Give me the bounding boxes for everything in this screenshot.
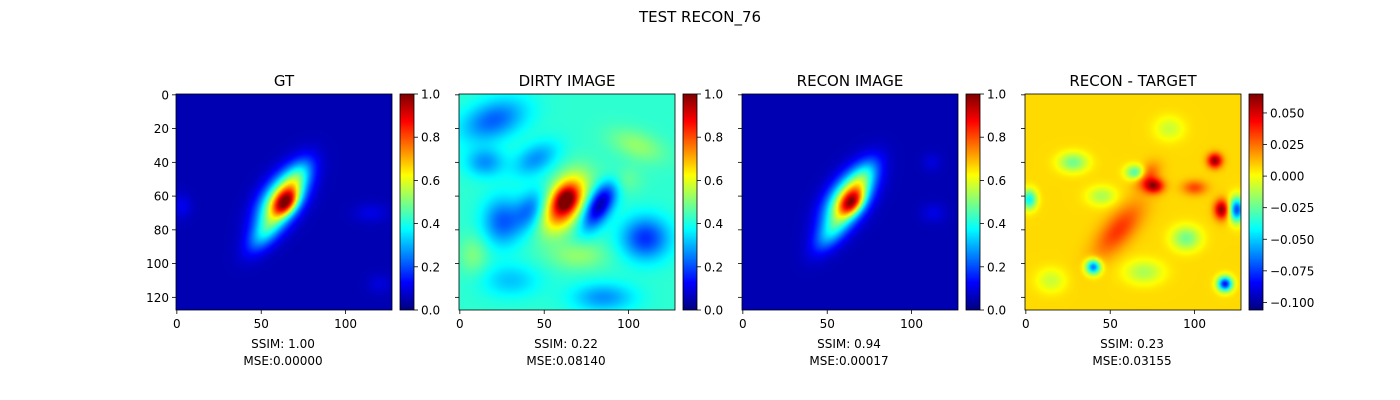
panel-2: DIRTY IMAGE 0 50 100 0.0 0.2 0.4 0.6 0.8 1.0 SSIM:… <box>455 72 723 368</box>
panel-title: RECON IMAGE <box>797 72 904 90</box>
colorbar-frame <box>965 93 981 311</box>
mse-caption: MSE:0.08140 <box>526 354 605 368</box>
y-tick-label: 0 <box>161 88 169 102</box>
axes-frame <box>458 93 676 311</box>
colorbar-tick-label: −0.025 <box>1270 201 1314 215</box>
x-tick-label: 100 <box>617 317 640 331</box>
ssim-caption: SSIM: 0.94 <box>817 337 881 351</box>
x-tick-label: 100 <box>900 317 923 331</box>
colorbar-tick-label: 0.8 <box>987 131 1006 145</box>
x-tick-label: 0 <box>1022 317 1030 331</box>
colorbar-tick-label: 1.0 <box>704 88 723 102</box>
colorbar-tick-label: 0.2 <box>987 260 1006 274</box>
panel-4: RECON - TARGET 0 50 100 0.050 0.025 0.000 −0.02… <box>1021 72 1314 368</box>
figure-suptitle: TEST RECON_76 <box>638 8 761 27</box>
mse-caption: MSE:0.00017 <box>809 354 888 368</box>
axes-frame <box>741 93 959 311</box>
colorbar-tick-label: 0.2 <box>421 260 440 274</box>
mse-caption: MSE:0.00000 <box>243 354 322 368</box>
colorbar <box>966 94 980 310</box>
ssim-caption: SSIM: 1.00 <box>251 337 315 351</box>
colorbar-tick-label: 1.0 <box>421 88 440 102</box>
colorbar-tick-label: −0.050 <box>1270 233 1314 247</box>
colorbar <box>683 94 697 310</box>
colorbar-tick-label: 1.0 <box>987 88 1006 102</box>
colorbar-tick-label: 0.0 <box>421 304 440 318</box>
y-tick-label: 80 <box>154 223 169 237</box>
heatmap-image <box>459 94 675 310</box>
heatmap-image <box>742 94 958 310</box>
colorbar-tick-label: 0.2 <box>704 260 723 274</box>
x-tick-label: 100 <box>1183 317 1206 331</box>
panel-3: RECON IMAGE 0 50 100 0.0 0.2 0.4 0.6 0.8 1.0 SSIM:… <box>738 72 1006 368</box>
mse-caption: MSE:0.03155 <box>1092 354 1171 368</box>
heatmap-image <box>1025 94 1241 310</box>
colorbar-tick-label: 0.6 <box>987 174 1006 188</box>
colorbar-tick-label: 0.4 <box>704 217 723 231</box>
colorbar <box>1249 94 1263 310</box>
colorbar-tick-label: 0.6 <box>704 174 723 188</box>
x-tick-label: 50 <box>254 317 269 331</box>
x-tick-label: 0 <box>173 317 181 331</box>
colorbar-frame <box>1248 93 1264 311</box>
y-tick-label: 100 <box>146 257 169 271</box>
colorbar <box>400 94 414 310</box>
x-tick-label: 50 <box>537 317 552 331</box>
colorbar-frame <box>682 93 698 311</box>
colorbar-tick-label: 0.0 <box>704 304 723 318</box>
colorbar-tick-label: 0.0 <box>987 304 1006 318</box>
panel-title: RECON - TARGET <box>1069 72 1197 90</box>
colorbar-tick-label: 0.4 <box>987 217 1006 231</box>
y-tick-label: 40 <box>154 156 169 170</box>
colorbar-tick-label: 0.4 <box>421 217 440 231</box>
x-tick-label: 0 <box>739 317 747 331</box>
colorbar-tick-label: 0.6 <box>421 174 440 188</box>
panel-title: DIRTY IMAGE <box>519 72 616 90</box>
x-tick-label: 100 <box>334 317 357 331</box>
ssim-caption: SSIM: 0.22 <box>534 337 598 351</box>
x-tick-label: 50 <box>1103 317 1118 331</box>
panel-1: GT 0 50 100 0 20 40 60 80 100 120 0.0 0.2 0.4 0.6 0.8 1.… <box>146 72 440 368</box>
colorbar-tick-label: 0.000 <box>1270 170 1304 184</box>
axes-frame <box>1024 93 1242 311</box>
colorbar-tick-label: −0.075 <box>1270 264 1314 278</box>
colorbar-tick-label: 0.050 <box>1270 106 1304 120</box>
ssim-caption: SSIM: 0.23 <box>1100 337 1164 351</box>
y-tick-label: 20 <box>154 122 169 136</box>
y-tick-label: 60 <box>154 190 169 204</box>
x-tick-label: 50 <box>820 317 835 331</box>
colorbar-frame <box>399 93 415 311</box>
colorbar-tick-label: 0.8 <box>421 131 440 145</box>
x-tick-label: 0 <box>456 317 464 331</box>
y-tick-label: 120 <box>146 291 169 305</box>
colorbar-tick-label: −0.100 <box>1270 296 1314 310</box>
colorbar-tick-label: 0.8 <box>704 131 723 145</box>
panels: GT 0 50 100 0 20 40 60 80 100 120 0.0 0.2 0.4 0.6 0.8 1.… <box>146 72 1314 368</box>
axes-frame <box>175 93 393 311</box>
heatmap-image <box>176 94 392 310</box>
panel-title: GT <box>274 72 295 90</box>
colorbar-tick-label: 0.025 <box>1270 138 1304 152</box>
